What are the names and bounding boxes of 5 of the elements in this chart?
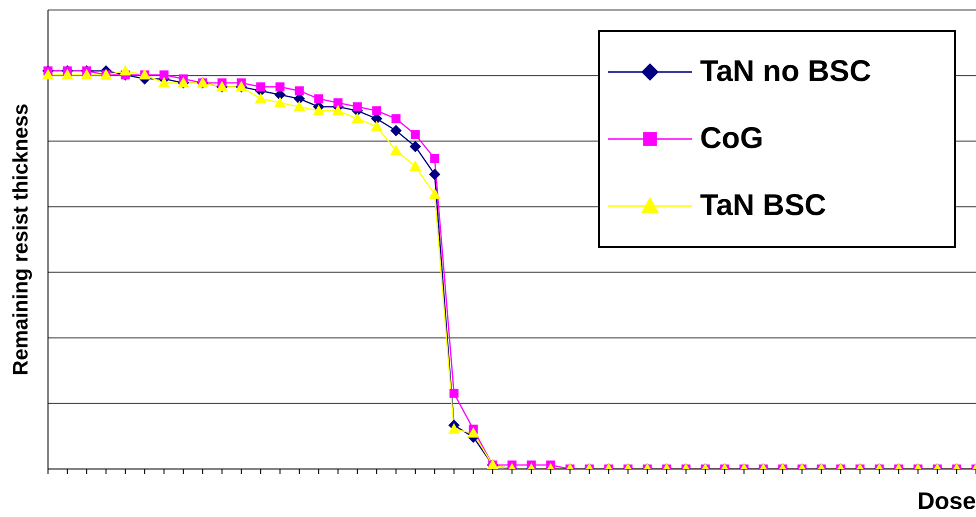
legend-label: TaN no BSC xyxy=(700,54,872,89)
y-axis-title: Remaining resist thickness xyxy=(9,104,32,376)
x-axis-title: Dose xyxy=(917,488,976,515)
legend-label: CoG xyxy=(700,122,764,156)
legend-label: TaN BSC xyxy=(700,189,826,224)
